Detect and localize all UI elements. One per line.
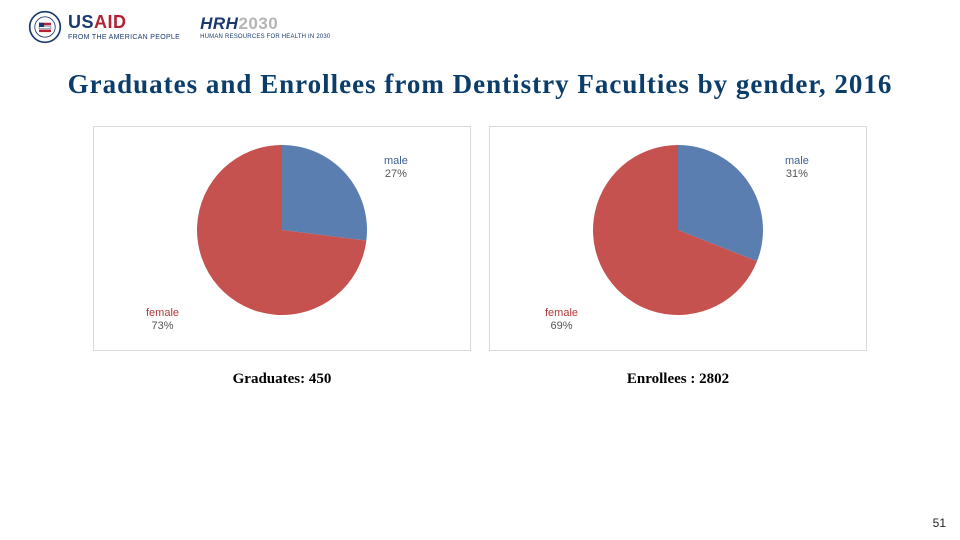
label-pct: 69% <box>545 320 578 333</box>
label-text: male <box>785 155 809 168</box>
usaid-text-red: AID <box>94 12 127 32</box>
pie-graduates <box>197 145 367 320</box>
charts-row: male 27% female 73% male 31% female 69% <box>0 126 960 351</box>
pie-slice-male <box>282 145 367 241</box>
usaid-seal-icon <box>28 10 62 44</box>
pie-enrollees <box>593 145 763 320</box>
captions-row: Graduates: 450 Enrollees : 2802 <box>0 371 960 388</box>
chart-panel-enrollees: male 31% female 69% <box>489 126 867 351</box>
usaid-text-blue: US <box>68 12 94 32</box>
caption-enrollees: Enrollees : 2802 <box>489 371 867 388</box>
label-pct: 73% <box>146 320 179 333</box>
hrh-wordmark: HRH2030 <box>200 15 330 32</box>
hrh-tagline: HUMAN RESOURCES FOR HEALTH IN 2030 <box>200 34 330 40</box>
label-pct: 27% <box>384 168 408 181</box>
page-number: 51 <box>933 516 946 530</box>
header: USAID FROM THE AMERICAN PEOPLE HRH2030 H… <box>0 0 960 50</box>
label-pct: 31% <box>785 168 809 181</box>
pie-label-male: male 27% <box>384 155 408 181</box>
caption-graduates: Graduates: 450 <box>93 371 471 388</box>
hrh-text-gray: 2030 <box>238 14 278 33</box>
pie-label-male: male 31% <box>785 155 809 181</box>
pie-chart-icon <box>197 145 367 315</box>
pie-label-female: female 69% <box>545 307 578 333</box>
chart-panel-graduates: male 27% female 73% <box>93 126 471 351</box>
pie-label-female: female 73% <box>146 307 179 333</box>
page-title: Graduates and Enrollees from Dentistry F… <box>60 68 900 102</box>
usaid-tagline: FROM THE AMERICAN PEOPLE <box>68 34 180 41</box>
label-text: female <box>146 307 179 320</box>
label-text: female <box>545 307 578 320</box>
hrh-text-blue: HRH <box>200 14 238 33</box>
usaid-wordmark: USAID <box>68 13 180 31</box>
label-text: male <box>384 155 408 168</box>
pie-chart-icon <box>593 145 763 315</box>
hrh-logo: HRH2030 HUMAN RESOURCES FOR HEALTH IN 20… <box>200 15 330 40</box>
usaid-logo: USAID FROM THE AMERICAN PEOPLE <box>28 10 180 44</box>
